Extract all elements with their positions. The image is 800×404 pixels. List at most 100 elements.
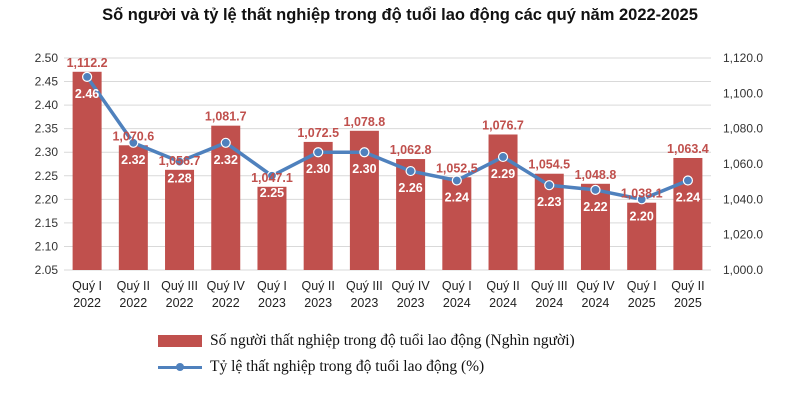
y-left-tick-label: 2.30 <box>35 145 59 159</box>
x-tick-label-year: 2022 <box>73 296 101 310</box>
rate-point <box>174 156 185 167</box>
rate-value-label: 2.20 <box>630 209 654 223</box>
y-right-tick-label: 1,000.0 <box>723 263 763 277</box>
x-tick-label: Quý I <box>257 279 287 293</box>
legend-label-line: Tỷ lệ thất nghiệp trong độ tuổi lao động… <box>210 358 485 375</box>
legend-line-swatch <box>158 361 202 373</box>
rate-point <box>497 151 509 163</box>
x-tick-label: Quý II <box>302 279 335 293</box>
rate-point <box>405 165 416 177</box>
bar-value-label: 1,072.5 <box>297 126 339 140</box>
rate-value-label: 2.22 <box>583 200 607 214</box>
rate-point <box>359 147 370 158</box>
y-right-tick-label: 1,120.0 <box>723 51 763 65</box>
bar-value-label: 1,054.5 <box>528 158 570 172</box>
rate-point <box>544 180 555 191</box>
y-left-tick-label: 2.50 <box>35 51 59 65</box>
bar <box>257 186 287 270</box>
bar <box>442 177 472 270</box>
x-tick-label: Quý IV <box>391 279 430 293</box>
rate-point <box>266 170 278 181</box>
rate-value-label: 2.26 <box>398 181 422 195</box>
x-tick-label-year: 2024 <box>535 296 563 310</box>
bar <box>165 169 195 270</box>
bar <box>673 157 703 270</box>
x-tick-label: Quý IV <box>576 279 615 293</box>
bar-value-label: 1,048.8 <box>575 168 617 182</box>
x-tick-label: Quý I <box>72 279 102 293</box>
bar <box>396 159 426 270</box>
bar-value-label: 1,076.7 <box>482 118 524 132</box>
x-tick-label: Quý IV <box>207 279 246 293</box>
y-right-tick-label: 1,100.0 <box>723 86 763 100</box>
x-tick-label: Quý II <box>671 279 704 293</box>
bar-value-label: 1,056.7 <box>159 154 201 168</box>
rate-value-label: 2.24 <box>445 190 469 204</box>
y-left-tick-label: 2.15 <box>35 216 59 230</box>
x-tick-label: Quý III <box>161 279 198 293</box>
rate-value-label: 2.25 <box>260 186 284 200</box>
legend: Số người thất nghiệp trong độ tuổi lao đ… <box>158 328 758 380</box>
x-tick-label-year: 2022 <box>212 296 240 310</box>
rate-point <box>82 71 93 82</box>
rate-line <box>85 75 689 202</box>
x-tick-label: Quý II <box>117 279 150 293</box>
y-left-tick-label: 2.10 <box>35 239 59 253</box>
rate-value-label: 2.32 <box>214 153 238 167</box>
y-right-tick-label: 1,060.0 <box>723 157 763 171</box>
legend-label-bars: Số người thất nghiệp trong độ tuổi lao đ… <box>210 332 575 349</box>
x-tick-label-year: 2023 <box>350 296 378 310</box>
rate-point <box>220 137 231 148</box>
x-tick-label: Quý I <box>442 279 472 293</box>
x-tick-label-year: 2022 <box>166 296 194 310</box>
y-left-tick-label: 2.05 <box>35 263 59 277</box>
rate-value-label: 2.29 <box>491 167 515 181</box>
axis-labels: 2.05 2.10 2.15 2.20 2.25 2.30 2.35 2.40 2.45 2.50… <box>35 51 764 310</box>
bar-value-label: 1,047.1 <box>251 171 293 185</box>
legend-item-bars: Số người thất nghiệp trong độ tuổi lao đ… <box>158 328 758 354</box>
bar <box>72 71 102 270</box>
y-left-tick-label: 2.25 <box>35 169 59 183</box>
rate-value-label: 2.30 <box>306 162 330 176</box>
x-tick-label: Quý I <box>627 279 657 293</box>
rate-value-label: 2.24 <box>676 190 700 204</box>
rate-value-label: 2.23 <box>537 195 561 209</box>
bar <box>580 183 610 270</box>
x-tick-label-year: 2023 <box>304 296 332 310</box>
bar-value-label: 1,081.7 <box>205 110 247 124</box>
bar-value-label: 1,070.6 <box>112 129 154 143</box>
bar <box>627 202 657 270</box>
x-tick-label-year: 2025 <box>628 296 656 310</box>
bar-value-label: 1,078.8 <box>344 115 386 129</box>
x-tick-label-year: 2023 <box>397 296 425 310</box>
x-tick-label-year: 2024 <box>582 296 610 310</box>
rate-point <box>313 147 324 158</box>
y-left-tick-label: 2.35 <box>35 122 59 136</box>
data-labels: 1,112.2 1,070.6 1,056.7 1,081.7 1,047.1 1,072… <box>67 56 709 224</box>
x-tick-label: Quý III <box>346 279 383 293</box>
x-tick-label: Quý II <box>486 279 519 293</box>
rate-point <box>590 184 601 196</box>
bar-value-label: 1,063.4 <box>667 142 709 156</box>
y-right-tick-label: 1,040.0 <box>723 192 763 206</box>
line-series <box>82 71 693 205</box>
rate-value-label: 2.46 <box>75 87 99 101</box>
bar-value-label: 1,112.2 <box>67 56 108 70</box>
chart-title: Số người và tỷ lệ thất nghiệp trong độ t… <box>102 6 698 24</box>
x-tick-label-year: 2023 <box>258 296 286 310</box>
bar-value-label: 1,052.5 <box>436 161 478 175</box>
x-tick-label-year: 2024 <box>489 296 517 310</box>
x-tick-label-year: 2025 <box>674 296 702 310</box>
legend-item-line: Tỷ lệ thất nghiệp trong độ tuổi lao động… <box>158 354 758 380</box>
rate-point <box>128 137 139 148</box>
rate-value-label: 2.30 <box>352 162 376 176</box>
x-tick-label-year: 2022 <box>119 296 147 310</box>
bar-value-label: 1,038.1 <box>621 187 663 201</box>
rate-point <box>451 175 462 186</box>
bar <box>118 145 148 270</box>
y-right-tick-label: 1,020.0 <box>723 228 763 242</box>
legend-bar-swatch <box>158 335 202 347</box>
rate-point <box>682 175 693 186</box>
